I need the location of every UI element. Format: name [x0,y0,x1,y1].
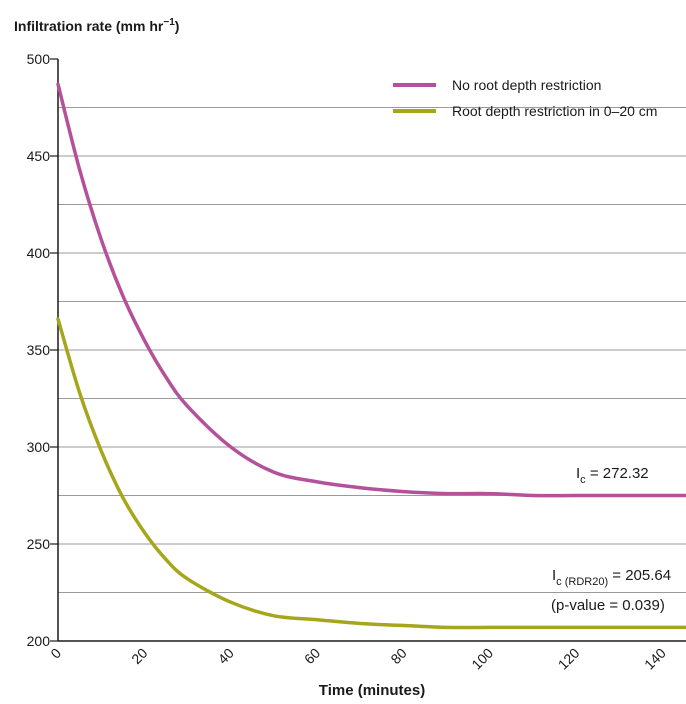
y-axis-title: Infiltration rate (mm hr−1) [14,17,179,34]
y-tick-label: 500 [27,51,51,67]
y-tick-label: 200 [27,633,51,649]
series-lines [56,82,686,630]
series-line-no-restriction [56,82,686,498]
y-tick-label: 300 [27,439,51,455]
y-tick-labels: 500 450 400 350 300 250 200 [27,51,58,649]
x-tick-label: 40 [215,645,237,667]
legend: No root depth restriction Root depth res… [393,77,657,119]
y-tick-label: 400 [27,245,51,261]
p-value-annotation: (p-value = 0.039) [551,597,665,614]
x-tick-label: 0 [47,645,64,662]
x-tick-label: 80 [387,645,409,667]
legend-label-no-restriction: No root depth restriction [452,77,601,93]
y-tick-label: 450 [27,148,51,164]
ic-rdr20-annotation: Ic (RDR20) = 205.64 [552,567,671,588]
y-tick-label: 350 [27,342,51,358]
series-line-root-restriction [56,317,686,630]
y-tick-label: 250 [27,536,51,552]
gridlines [58,107,686,593]
x-tick-label: 140 [641,645,669,673]
x-axis-title: Time (minutes) [319,682,425,699]
x-tick-label: 20 [128,645,150,667]
x-tick-label: 60 [301,645,323,667]
x-tick-labels: 0 20 40 60 80 100 120 140 [47,645,669,673]
legend-label-root-restriction: Root depth restriction in 0–20 cm [452,103,657,119]
x-tick-label: 120 [555,645,583,673]
x-tick-label: 100 [468,645,496,673]
ic-annotation: Ic = 272.32 [576,465,649,486]
